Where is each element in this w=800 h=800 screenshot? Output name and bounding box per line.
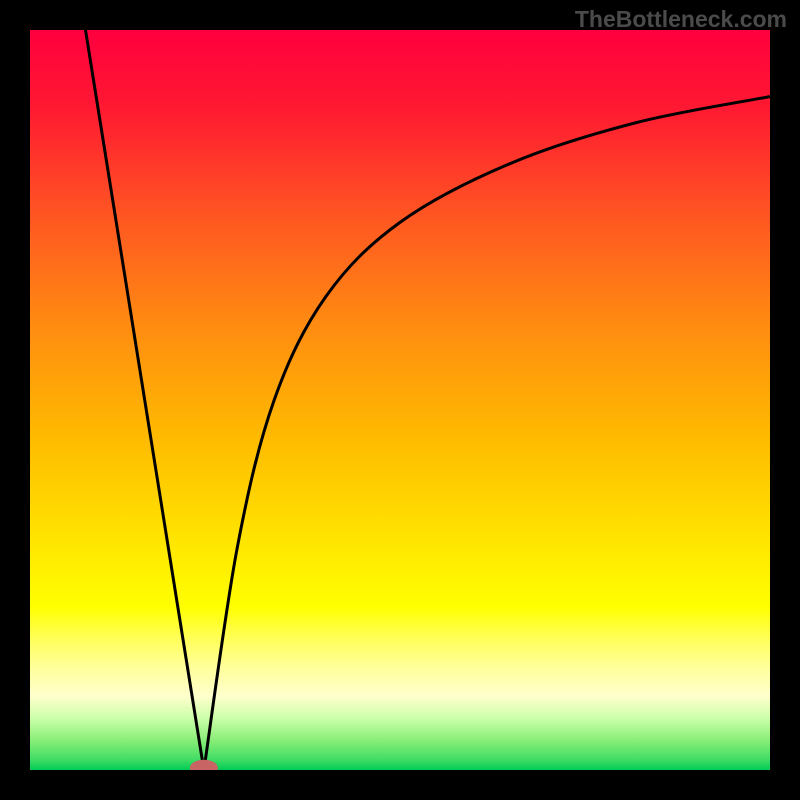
chart-container: TheBottleneck.com <box>0 0 800 800</box>
plot-area <box>30 30 770 770</box>
watermark-text: TheBottleneck.com <box>575 6 787 33</box>
gradient-background <box>30 30 770 770</box>
